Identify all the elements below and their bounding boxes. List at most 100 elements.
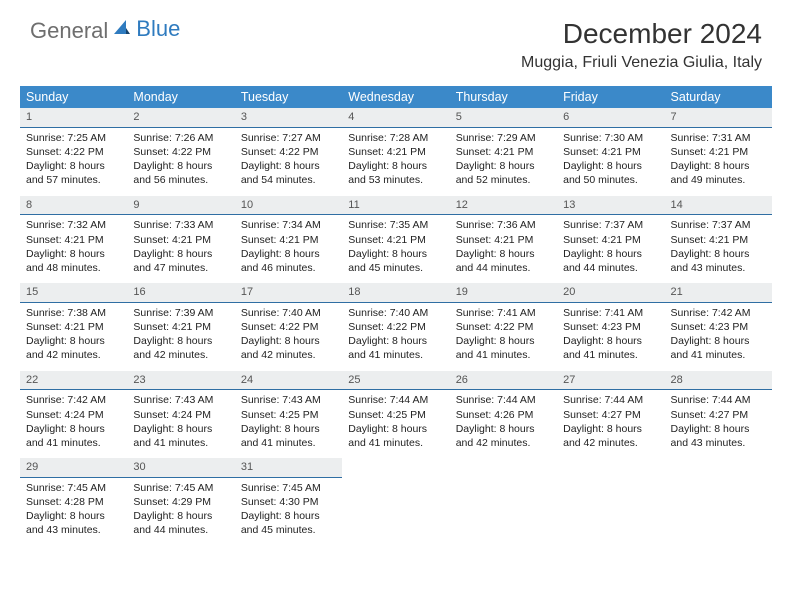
day-body: Sunrise: 7:31 AMSunset: 4:21 PMDaylight:… (665, 128, 772, 196)
day-body: Sunrise: 7:44 AMSunset: 4:27 PMDaylight:… (557, 390, 664, 458)
sunset-line: Sunset: 4:21 PM (563, 233, 658, 247)
sunrise-line: Sunrise: 7:34 AM (241, 218, 336, 232)
day-number: 16 (127, 283, 234, 303)
calendar-cell: 5Sunrise: 7:29 AMSunset: 4:21 PMDaylight… (450, 108, 557, 196)
calendar-cell: 15Sunrise: 7:38 AMSunset: 4:21 PMDayligh… (20, 283, 127, 371)
weekday-header: Wednesday (342, 86, 449, 108)
day-body: Sunrise: 7:39 AMSunset: 4:21 PMDaylight:… (127, 303, 234, 371)
sunset-line: Sunset: 4:21 PM (26, 320, 121, 334)
calendar-cell: 4Sunrise: 7:28 AMSunset: 4:21 PMDaylight… (342, 108, 449, 196)
sunset-line: Sunset: 4:21 PM (671, 145, 766, 159)
daylight-line: Daylight: 8 hours and 44 minutes. (563, 247, 658, 275)
sunset-line: Sunset: 4:21 PM (671, 233, 766, 247)
daylight-line: Daylight: 8 hours and 41 minutes. (348, 422, 443, 450)
day-body: Sunrise: 7:42 AMSunset: 4:24 PMDaylight:… (20, 390, 127, 458)
calendar-cell: 25Sunrise: 7:44 AMSunset: 4:25 PMDayligh… (342, 371, 449, 459)
day-number: 13 (557, 196, 664, 216)
sunset-line: Sunset: 4:21 PM (563, 145, 658, 159)
daylight-line: Daylight: 8 hours and 54 minutes. (241, 159, 336, 187)
day-number: 23 (127, 371, 234, 391)
sunset-line: Sunset: 4:22 PM (348, 320, 443, 334)
day-number: 28 (665, 371, 772, 391)
brand-logo: General Blue (30, 18, 180, 44)
empty-cell (665, 458, 772, 546)
brand-blue: Blue (136, 16, 180, 42)
day-body: Sunrise: 7:37 AMSunset: 4:21 PMDaylight:… (665, 215, 772, 283)
sunrise-line: Sunrise: 7:35 AM (348, 218, 443, 232)
calendar-cell: 6Sunrise: 7:30 AMSunset: 4:21 PMDaylight… (557, 108, 664, 196)
daylight-line: Daylight: 8 hours and 49 minutes. (671, 159, 766, 187)
sunset-line: Sunset: 4:21 PM (456, 233, 551, 247)
calendar-cell: 24Sunrise: 7:43 AMSunset: 4:25 PMDayligh… (235, 371, 342, 459)
weekday-header: Tuesday (235, 86, 342, 108)
sunrise-line: Sunrise: 7:38 AM (26, 306, 121, 320)
calendar-cell: 16Sunrise: 7:39 AMSunset: 4:21 PMDayligh… (127, 283, 234, 371)
day-body: Sunrise: 7:30 AMSunset: 4:21 PMDaylight:… (557, 128, 664, 196)
day-number: 31 (235, 458, 342, 478)
daylight-line: Daylight: 8 hours and 41 minutes. (26, 422, 121, 450)
day-body: Sunrise: 7:44 AMSunset: 4:25 PMDaylight:… (342, 390, 449, 458)
day-body: Sunrise: 7:33 AMSunset: 4:21 PMDaylight:… (127, 215, 234, 283)
sunset-line: Sunset: 4:22 PM (456, 320, 551, 334)
sunset-line: Sunset: 4:25 PM (348, 408, 443, 422)
daylight-line: Daylight: 8 hours and 41 minutes. (671, 334, 766, 362)
day-body: Sunrise: 7:45 AMSunset: 4:29 PMDaylight:… (127, 478, 234, 546)
day-body: Sunrise: 7:42 AMSunset: 4:23 PMDaylight:… (665, 303, 772, 371)
daylight-line: Daylight: 8 hours and 46 minutes. (241, 247, 336, 275)
day-body: Sunrise: 7:37 AMSunset: 4:21 PMDaylight:… (557, 215, 664, 283)
sunset-line: Sunset: 4:27 PM (563, 408, 658, 422)
calendar-cell: 12Sunrise: 7:36 AMSunset: 4:21 PMDayligh… (450, 196, 557, 284)
calendar-cell: 10Sunrise: 7:34 AMSunset: 4:21 PMDayligh… (235, 196, 342, 284)
empty-cell (557, 458, 664, 546)
day-body: Sunrise: 7:41 AMSunset: 4:23 PMDaylight:… (557, 303, 664, 371)
page-header: General Blue December 2024 Muggia, Friul… (0, 0, 792, 78)
calendar-cell: 8Sunrise: 7:32 AMSunset: 4:21 PMDaylight… (20, 196, 127, 284)
calendar-cell: 29 Sunrise: 7:45 AMSunset: 4:28 PMDayligh… (20, 458, 127, 546)
day-body: Sunrise: 7:44 AMSunset: 4:27 PMDaylight:… (665, 390, 772, 458)
day-number: 8 (20, 196, 127, 216)
sunrise-line: Sunrise: 7:27 AM (241, 131, 336, 145)
daylight-line: Daylight: 8 hours and 43 minutes. (26, 509, 121, 537)
day-number: 12 (450, 196, 557, 216)
sunrise-line: Sunrise: 7:42 AM (671, 306, 766, 320)
day-number: 22 (20, 371, 127, 391)
day-body: Sunrise: 7:35 AMSunset: 4:21 PMDaylight:… (342, 215, 449, 283)
day-body: Sunrise: 7:41 AMSunset: 4:22 PMDaylight:… (450, 303, 557, 371)
title-block: December 2024 Muggia, Friuli Venezia Giu… (521, 18, 762, 72)
weekday-header: Saturday (665, 86, 772, 108)
day-number: 11 (342, 196, 449, 216)
daylight-line: Daylight: 8 hours and 50 minutes. (563, 159, 658, 187)
day-number: 10 (235, 196, 342, 216)
day-number: 30 (127, 458, 234, 478)
calendar-cell: 14Sunrise: 7:37 AMSunset: 4:21 PMDayligh… (665, 196, 772, 284)
sunrise-line: Sunrise: 7:43 AM (133, 393, 228, 407)
day-number: 29 (20, 458, 127, 478)
empty-cell (342, 458, 449, 546)
weekday-header: Thursday (450, 86, 557, 108)
sunrise-line: Sunrise: 7:45 AM (26, 481, 121, 495)
calendar-cell: 30Sunrise: 7:45 AMSunset: 4:29 PMDayligh… (127, 458, 234, 546)
sunrise-line: Sunrise: 7:31 AM (671, 131, 766, 145)
sail-icon (112, 18, 132, 44)
sunrise-line: Sunrise: 7:32 AM (26, 218, 121, 232)
day-body: Sunrise: 7:29 AMSunset: 4:21 PMDaylight:… (450, 128, 557, 196)
sunset-line: Sunset: 4:28 PM (26, 495, 121, 509)
sunset-line: Sunset: 4:22 PM (241, 145, 336, 159)
sunrise-line: Sunrise: 7:25 AM (26, 131, 121, 145)
daylight-line: Daylight: 8 hours and 41 minutes. (241, 422, 336, 450)
calendar-body: 1Sunrise: 7:25 AMSunset: 4:22 PMDaylight… (20, 108, 772, 546)
day-body: Sunrise: 7:34 AMSunset: 4:21 PMDaylight:… (235, 215, 342, 283)
daylight-line: Daylight: 8 hours and 42 minutes. (563, 422, 658, 450)
calendar-cell: 26Sunrise: 7:44 AMSunset: 4:26 PMDayligh… (450, 371, 557, 459)
sunrise-line: Sunrise: 7:42 AM (26, 393, 121, 407)
daylight-line: Daylight: 8 hours and 43 minutes. (671, 247, 766, 275)
daylight-line: Daylight: 8 hours and 41 minutes. (563, 334, 658, 362)
sunrise-line: Sunrise: 7:37 AM (563, 218, 658, 232)
day-number: 7 (665, 108, 772, 128)
daylight-line: Daylight: 8 hours and 41 minutes. (456, 334, 551, 362)
sunrise-line: Sunrise: 7:39 AM (133, 306, 228, 320)
day-number: 1 (20, 108, 127, 128)
day-number: 26 (450, 371, 557, 391)
daylight-line: Daylight: 8 hours and 41 minutes. (348, 334, 443, 362)
calendar-cell: 20Sunrise: 7:41 AMSunset: 4:23 PMDayligh… (557, 283, 664, 371)
